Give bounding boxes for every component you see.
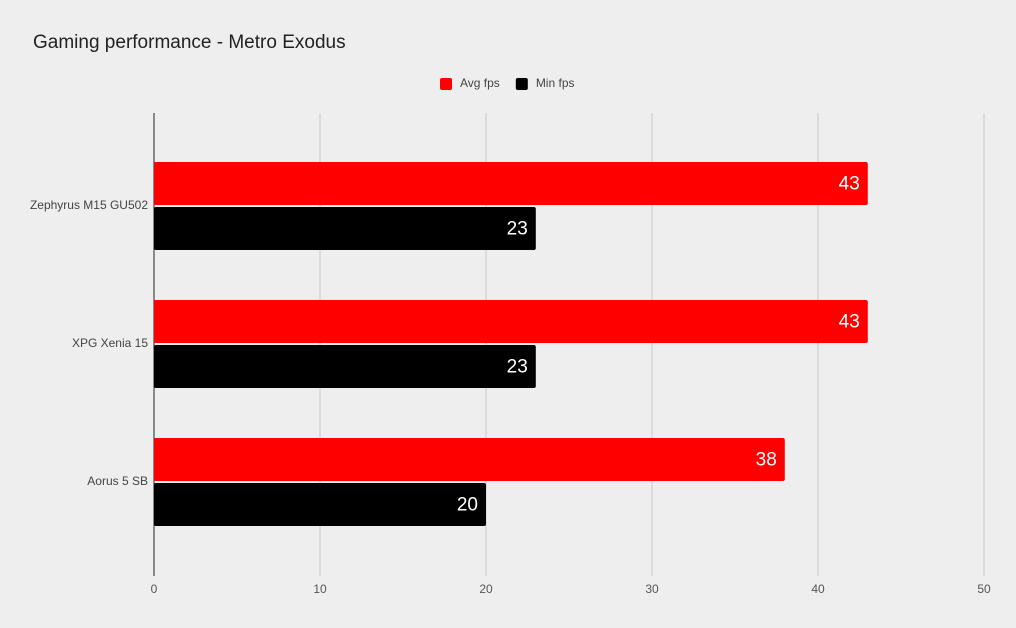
x-tick-label: 20 <box>479 582 493 596</box>
y-tick-label: Zephyrus M15 GU502 <box>30 198 148 212</box>
bar <box>154 207 536 250</box>
x-tick-label: 50 <box>977 582 991 596</box>
bar <box>154 345 536 388</box>
x-tick-label: 10 <box>313 582 327 596</box>
legend-swatch <box>515 78 528 90</box>
value-label: 43 <box>839 174 860 195</box>
legend-swatch <box>440 78 452 90</box>
legend-label: Min fps <box>536 76 575 90</box>
y-tick-label: XPG Xenia 15 <box>72 336 148 350</box>
chart-title: Gaming performance - Metro Exodus <box>33 32 346 53</box>
value-label: 23 <box>507 357 528 378</box>
legend-label: Avg fps <box>460 76 500 90</box>
x-tick-label: 40 <box>811 582 825 596</box>
value-label: 23 <box>507 219 528 240</box>
bar <box>154 438 785 481</box>
value-label: 43 <box>839 312 860 333</box>
x-tick-label: 0 <box>151 582 158 596</box>
y-tick-label: Aorus 5 SB <box>87 474 148 488</box>
bar <box>154 162 868 205</box>
bar <box>154 300 868 343</box>
x-tick-label: 30 <box>645 582 659 596</box>
value-label: 20 <box>457 495 478 516</box>
bar <box>154 483 486 526</box>
value-label: 38 <box>756 450 777 471</box>
